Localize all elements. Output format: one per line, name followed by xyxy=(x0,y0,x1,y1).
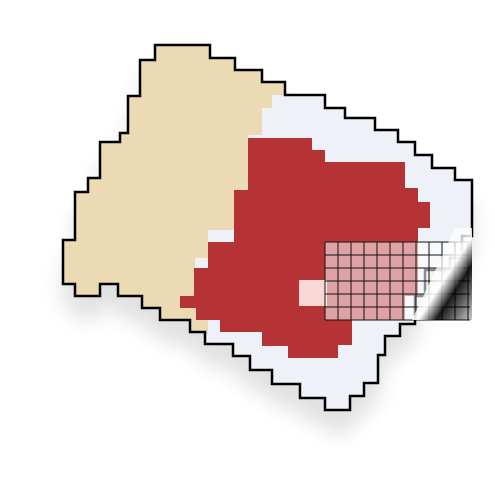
page-curl-icon xyxy=(412,228,472,320)
map-border xyxy=(61,43,474,412)
map-group xyxy=(61,43,474,412)
grid-overlay[interactable] xyxy=(324,228,472,321)
highlight-tile[interactable] xyxy=(299,280,327,306)
